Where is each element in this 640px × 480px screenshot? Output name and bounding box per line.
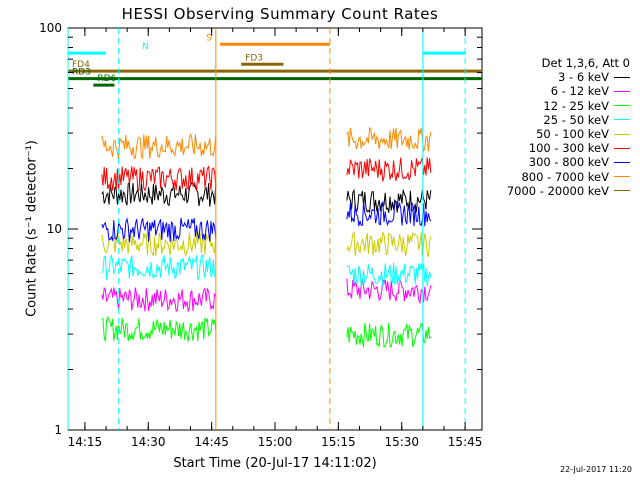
flag-label: S — [206, 33, 212, 43]
vlines-layer — [67, 28, 466, 430]
chart-title: HESSI Observing Summary Count Rates — [121, 5, 439, 23]
flag-label: RD6 — [97, 74, 116, 84]
footer-timestamp: 22-Jul-2017 11:20 — [559, 465, 632, 474]
legend-item: 50 - 100 keV — [505, 127, 630, 141]
plot-frame — [67, 27, 483, 431]
flag-label: N — [142, 42, 149, 52]
series-line — [101, 165, 217, 192]
x-tick-label: 14:45 — [194, 435, 229, 449]
y-tick-label: 100 — [39, 21, 62, 35]
y-axis-label: Count Rate (s⁻¹ detector⁻¹) — [24, 140, 40, 317]
legend-item: 100 - 300 keV — [505, 141, 630, 155]
legend-item: 12 - 25 keV — [505, 99, 630, 113]
legend-swatch — [614, 162, 630, 164]
flag-label: RD3 — [72, 68, 91, 78]
legend-item: 800 - 7000 keV — [505, 170, 630, 184]
flag-label: FD3 — [245, 53, 263, 63]
legend-swatch — [614, 190, 630, 192]
series-line — [346, 126, 432, 152]
legend-swatch — [614, 147, 630, 149]
series-line — [346, 322, 432, 348]
x-axis-label: Start Time (20-Jul-17 14:11:02) — [173, 456, 377, 471]
legend-heading: Det 1,3,6, Att 0 — [541, 56, 630, 70]
x-tick-label: 15:15 — [321, 435, 356, 449]
legend-item-label: 6 - 12 keV — [550, 84, 609, 99]
x-tick-label: 15:00 — [258, 435, 293, 449]
x-tick-label: 14:30 — [131, 435, 166, 449]
legend-swatch — [614, 91, 630, 92]
legend-swatch — [614, 105, 630, 107]
x-tick-label: 14:15 — [68, 435, 103, 449]
legend-swatch — [614, 119, 630, 121]
ticks-layer: 14:15 14:30 14:45 15:00 15:15 15:30 15:45 1 10 10… — [39, 21, 482, 449]
series-line — [101, 286, 217, 313]
legend-item-label: 300 - 800 keV — [528, 155, 609, 170]
flag-label: FD4 — [72, 60, 90, 70]
legend-item-label: 25 - 50 keV — [543, 112, 609, 127]
legend-item: 25 - 50 keV — [505, 113, 630, 127]
series-line — [346, 231, 432, 258]
series-line — [101, 230, 217, 258]
series-line — [101, 315, 217, 342]
legend-swatch — [614, 76, 630, 78]
legend-item-label: 12 - 25 keV — [543, 98, 609, 113]
legend-swatch — [614, 133, 630, 135]
series-line — [101, 132, 217, 160]
series-line — [346, 200, 432, 227]
legend-item-label: 50 - 100 keV — [536, 127, 609, 142]
series-layer — [101, 126, 432, 348]
series-line — [346, 262, 432, 287]
legend-item: 6 - 12 keV — [505, 84, 630, 98]
x-tick-label: 15:45 — [448, 435, 483, 449]
legend-item: 300 - 800 keV — [505, 155, 630, 169]
series-line — [101, 217, 217, 243]
series-line — [101, 253, 216, 280]
legend-rows: 3 - 6 keV 6 - 12 keV 12 - 25 keV 25 - 50 ke… — [505, 70, 630, 198]
x-tick-label: 15:30 — [384, 435, 419, 449]
legend: Det 1,3,6, Att 0 3 - 6 keV 6 - 12 keV 12 -… — [505, 56, 630, 198]
legend-item-label: 3 - 6 keV — [558, 70, 609, 85]
y-tick-label: 10 — [47, 222, 62, 236]
plot-border — [67, 27, 483, 431]
series-line — [346, 188, 432, 214]
legend-item-label: 7000 - 20000 keV — [506, 183, 609, 198]
legend-item: 3 - 6 keV — [505, 70, 630, 84]
legend-swatch — [614, 176, 630, 178]
series-line — [346, 157, 432, 182]
legend-item: 7000 - 20000 keV — [505, 184, 630, 198]
y-tick-label: 1 — [54, 423, 62, 437]
legend-item-label: 100 - 300 keV — [528, 141, 609, 156]
legend-item-label: 800 - 7000 keV — [521, 169, 609, 184]
series-line — [346, 278, 432, 305]
